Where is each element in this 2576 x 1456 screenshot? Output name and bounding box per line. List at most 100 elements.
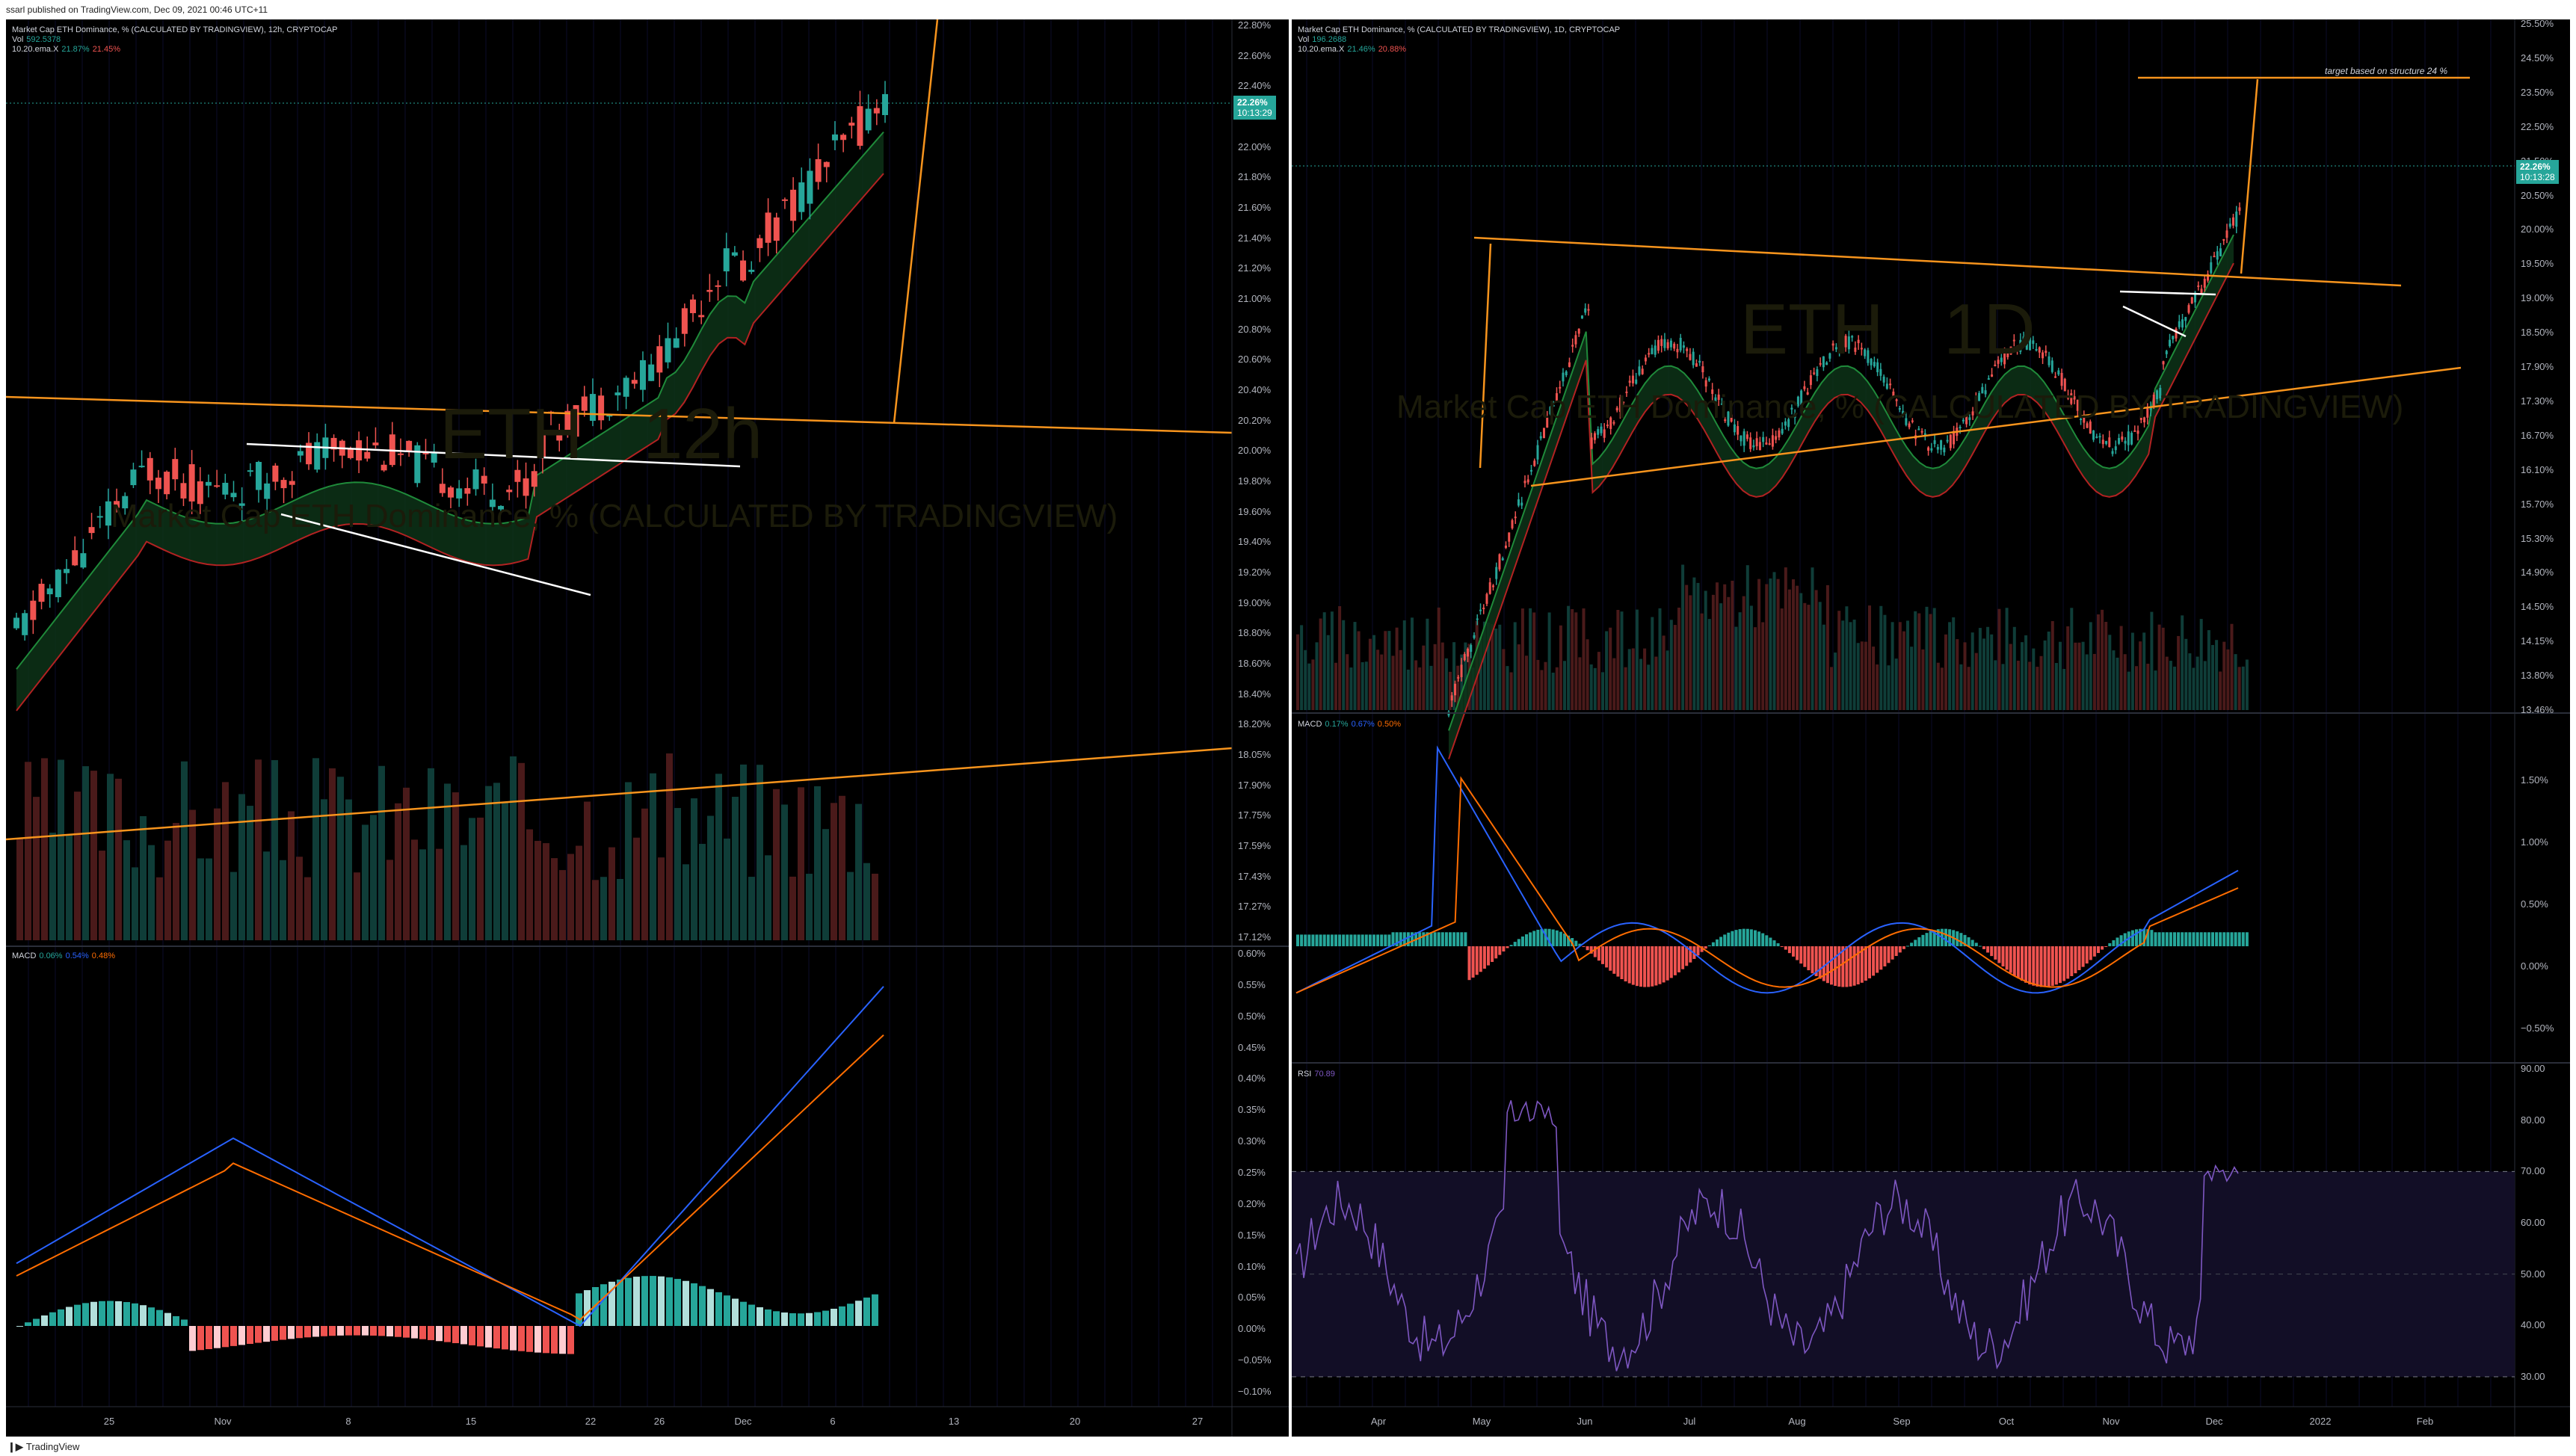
volume-bar	[510, 756, 517, 940]
time-axis[interactable]: 25 Nov 8 15 22 26 Dec 6 13 20 27	[6, 1407, 1232, 1437]
axis-tick: 14.50%	[2521, 601, 2554, 613]
rsi-axis[interactable]: 90.00 80.00 70.00 60.00 50.00 40.00 30.00	[2515, 1063, 2570, 1407]
volume-bar	[485, 786, 492, 940]
candle	[1927, 447, 1930, 451]
volume-bar	[370, 815, 377, 940]
axis-tick: −0.10%	[1238, 1386, 1272, 1397]
macd-histogram-bar	[732, 1298, 739, 1326]
macd-histogram-bar	[1852, 946, 1856, 986]
volume-bar	[16, 838, 23, 940]
volume-bar	[1525, 655, 1528, 710]
candle	[631, 380, 638, 384]
macd-histogram-bar	[2039, 946, 2043, 987]
macd-histogram-bar	[1727, 932, 1731, 946]
time-axis[interactable]: Apr May Jun Jul Aug Sep Oct Nov Dec 2022 Feb	[1292, 1407, 2515, 1437]
macd-histogram-bar	[1864, 946, 1867, 981]
candle	[598, 395, 605, 421]
volume-bar	[312, 758, 319, 940]
volume-bar	[1860, 641, 1864, 710]
volume-bar	[2241, 666, 2245, 710]
macd-histogram-bar	[2165, 932, 2169, 946]
candle	[1758, 442, 1761, 451]
candle	[1905, 418, 1908, 425]
volume-bar	[1677, 607, 1680, 710]
volume-bar	[2188, 653, 2192, 710]
macd-histogram-bar	[1384, 934, 1387, 946]
candle	[1793, 413, 1796, 419]
axis-tick: 17.90%	[2521, 361, 2554, 372]
axis-tick: 0.00%	[1238, 1323, 1266, 1335]
candle	[623, 377, 629, 397]
time-tick: Feb	[2416, 1416, 2434, 1427]
macd-histogram-bar	[444, 1326, 451, 1342]
candle	[765, 212, 771, 243]
time-tick: 15	[465, 1416, 477, 1427]
chart-12h-canvas[interactable]	[6, 19, 1289, 1437]
candle	[1755, 438, 1758, 447]
chart-12h-panel[interactable]: ETH 12h Market Cap ETH Dominance, % (CAL…	[6, 19, 1289, 1437]
chart-1d-canvas[interactable]	[1292, 19, 2570, 1437]
candle	[665, 338, 671, 363]
macd-histogram-bar	[1796, 946, 1799, 960]
macd-histogram-bar	[1769, 937, 1772, 946]
volume-bar	[534, 841, 541, 940]
volume-bar	[2070, 608, 2074, 710]
candle	[1562, 372, 1565, 382]
macd-axis[interactable]: 0.60% 0.55% 0.50% 0.45% 0.40% 0.35% 0.30% 0.25%…	[1232, 946, 1289, 1410]
macd-histogram-bar	[2192, 932, 2196, 946]
price-axis[interactable]: 22.80%22.60%22.40%22.20%22.00%21.80%21.6…	[1232, 19, 1289, 946]
volume-bar	[748, 877, 755, 940]
volume-bar	[1738, 612, 1742, 710]
candle	[531, 471, 537, 487]
volume-bar	[584, 801, 591, 940]
macd-histogram-bar	[1883, 946, 1887, 966]
macd-histogram-bar	[1754, 930, 1757, 946]
candle	[1698, 360, 1701, 363]
target-projection-line	[893, 19, 939, 424]
candle	[1730, 414, 1733, 422]
volume-bar	[329, 768, 336, 940]
macd-histogram-bar	[1342, 934, 1346, 946]
macd-histogram-bar	[1399, 932, 1402, 946]
macd-histogram-bar	[403, 1326, 410, 1338]
candle	[2162, 361, 2165, 365]
axis-tick: 20.40%	[1238, 384, 1272, 395]
time-tick: 22	[585, 1416, 597, 1427]
macd-histogram-bar	[1776, 943, 1780, 946]
macd-histogram-bar	[1346, 934, 1349, 946]
macd-histogram-bar	[1914, 940, 1917, 946]
axis-tick: 23.50%	[2521, 86, 2554, 98]
target-annotation[interactable]: target based on structure 24 %	[2325, 66, 2448, 76]
macd-histogram-bar	[1647, 946, 1651, 987]
candle	[2178, 321, 2181, 327]
candle	[681, 308, 688, 334]
volume-bar	[428, 768, 434, 940]
macd-histogram-bar	[1334, 934, 1337, 946]
chart-1d-panel[interactable]: ETH 1D Market Cap ETH Dominance, % (CALC…	[1292, 19, 2570, 1437]
volume-bar	[2215, 640, 2219, 710]
axis-tick: 13.80%	[2521, 670, 2554, 682]
axis-tick: 22.80%	[1238, 19, 1272, 31]
macd-histogram-bar	[164, 1312, 171, 1326]
price-axis[interactable]: 25.50%24.50%23.50%22.50%21.50%20.50%20.0…	[2515, 19, 2570, 715]
volume-bar	[2192, 667, 2196, 710]
macd-histogram-bar	[2059, 946, 2062, 984]
volume-bar	[1894, 658, 1898, 710]
candle	[1981, 386, 1984, 394]
flag-lower-line	[2122, 305, 2187, 338]
macd-histogram-bar	[1464, 932, 1467, 946]
tradingview-footer[interactable]: ❙▶ TradingView	[7, 1441, 79, 1453]
candle	[2143, 417, 2146, 423]
macd-axis[interactable]: 1.50% 1.00% 0.50% 0.00% −0.50%	[2515, 713, 2570, 1063]
macd-histogram-bar	[1696, 946, 1700, 956]
volume-bar	[288, 811, 295, 940]
candle	[397, 453, 404, 455]
macd-histogram-bar	[90, 1301, 97, 1326]
macd-histogram-bar	[2104, 946, 2108, 947]
volume-bar	[1974, 653, 1978, 710]
candle	[1606, 425, 1609, 427]
panel-divider[interactable]	[1289, 19, 1292, 1437]
volume-bar	[164, 840, 171, 940]
time-tick: Dec	[734, 1416, 752, 1427]
candle	[1450, 695, 1453, 701]
